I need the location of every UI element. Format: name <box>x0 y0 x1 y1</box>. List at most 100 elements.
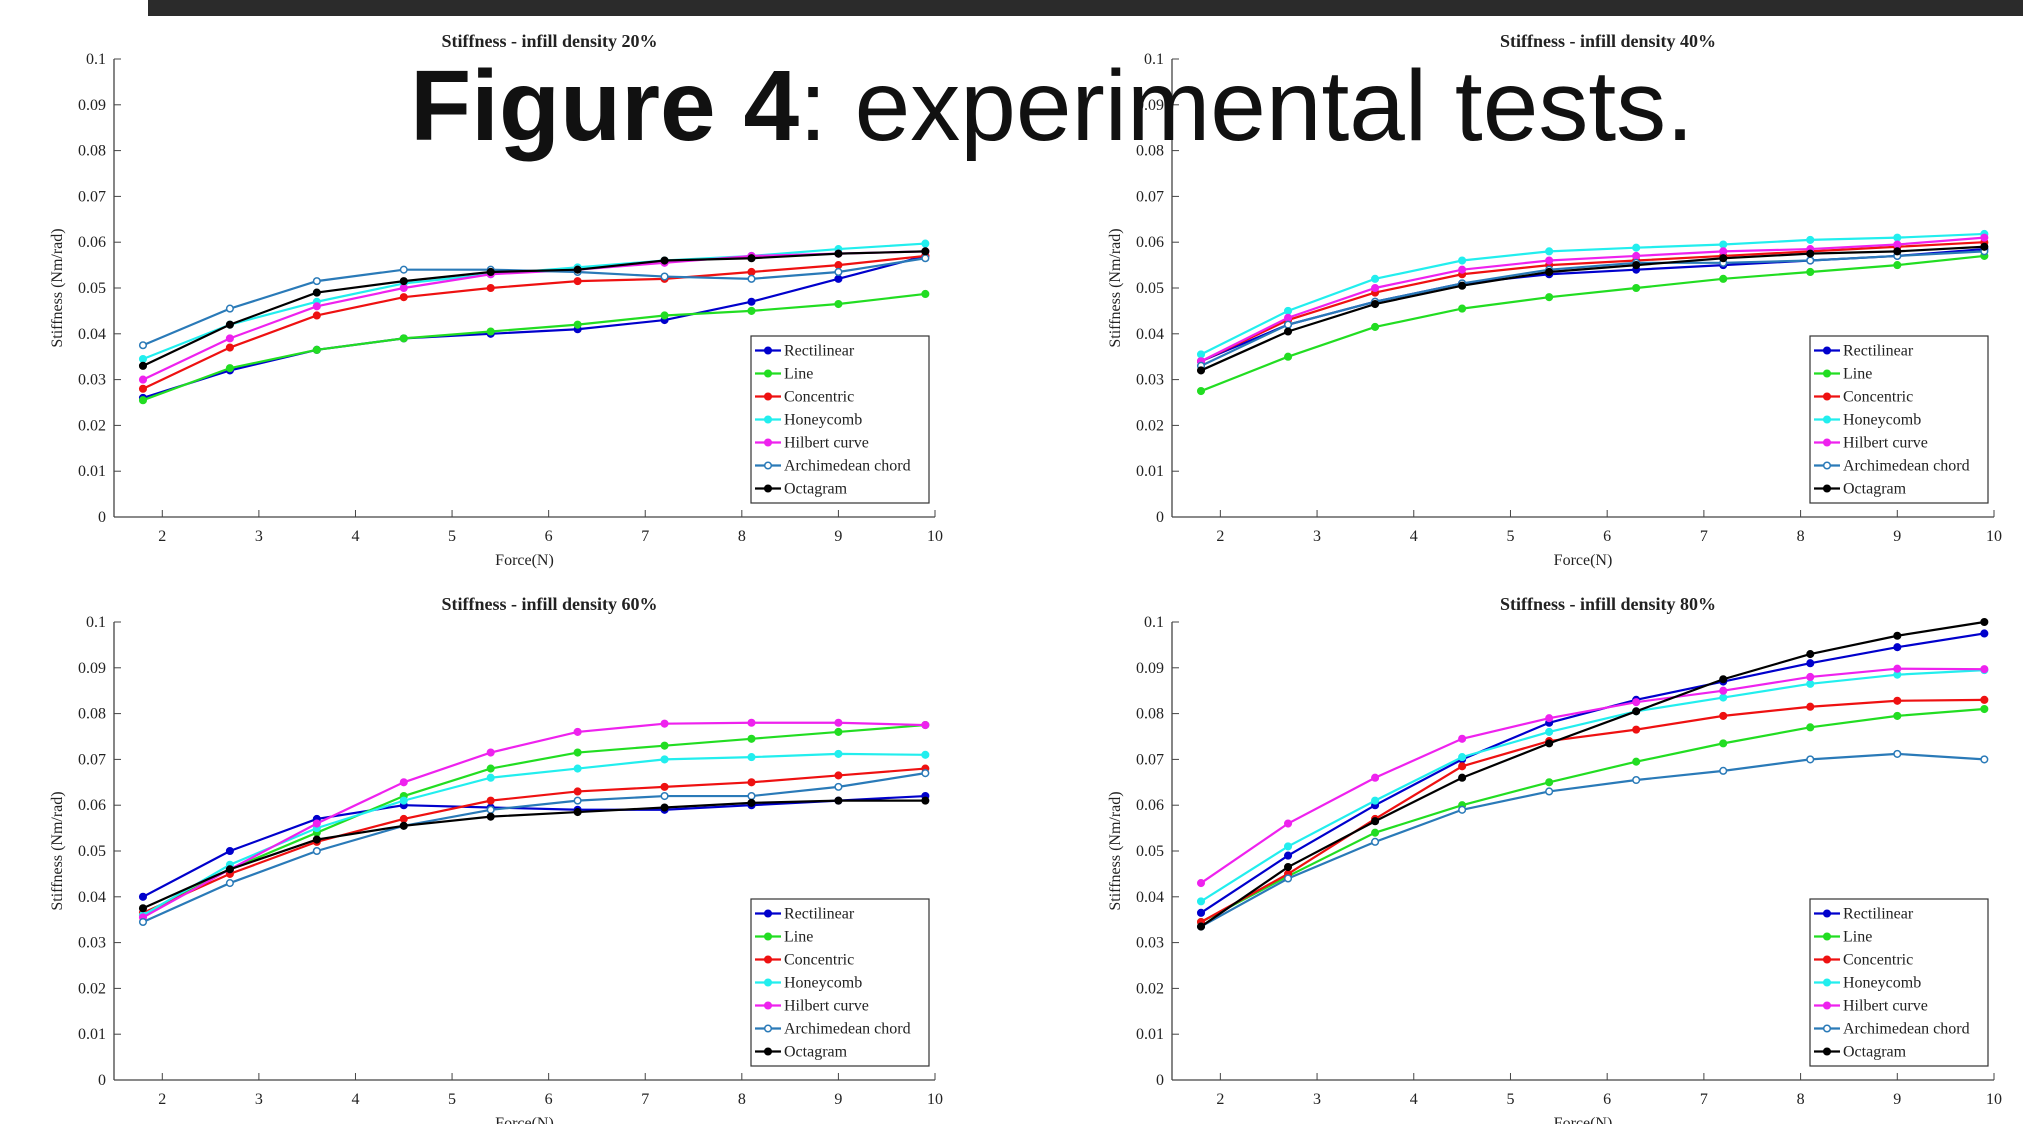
series-line <box>1200 620 1985 928</box>
legend-marker <box>763 1001 773 1010</box>
data-point <box>399 821 408 830</box>
legend-label: Line <box>784 366 813 383</box>
legend-marker <box>763 369 773 378</box>
x-tick-label: 7 <box>641 1091 649 1108</box>
data-point <box>486 812 495 821</box>
data-point <box>1719 247 1728 256</box>
legend-label: Honeycomb <box>784 975 862 992</box>
data-point <box>573 748 582 757</box>
y-tick-label: 0.02 <box>78 980 106 997</box>
y-tick-label: 0.04 <box>78 326 106 343</box>
y-tick-label: 0 <box>1156 509 1164 526</box>
series-line <box>142 799 926 910</box>
series-line <box>1200 250 1985 367</box>
y-tick-label: 0.05 <box>78 280 106 297</box>
legend-marker <box>763 1047 773 1056</box>
x-tick-label: 2 <box>1216 528 1224 545</box>
chart-panel: Stiffness - infill density 60% 0 0.01 0.02 0… <box>49 594 943 1124</box>
legend-marker <box>763 461 773 470</box>
y-tick-label: 0.09 <box>1136 97 1164 114</box>
data-point <box>1980 233 1989 242</box>
legend-label: Octagram <box>784 481 848 498</box>
data-point <box>1719 766 1728 775</box>
data-point <box>486 267 495 277</box>
data-point <box>747 791 756 801</box>
chart-title: Stiffness - infill density 80% <box>1500 594 1716 614</box>
legend-marker <box>763 346 773 355</box>
data-point <box>1196 879 1206 888</box>
x-tick-label: 4 <box>1410 528 1418 545</box>
y-tick-label: 0.06 <box>1136 797 1164 814</box>
data-point <box>660 256 669 265</box>
data-point <box>1719 693 1728 702</box>
y-tick-label: 0.03 <box>1136 935 1164 952</box>
x-tick-label: 3 <box>255 1091 263 1108</box>
y-axis-label: Stiffness (Nm/rad) <box>1107 791 1124 910</box>
data-point <box>1806 256 1815 265</box>
x-tick-label: 5 <box>448 528 456 545</box>
data-point <box>660 803 669 812</box>
series-line <box>1200 632 1985 914</box>
data-point <box>1371 828 1380 837</box>
data-point <box>1719 675 1728 684</box>
x-tick-label: 5 <box>448 1091 456 1108</box>
y-tick-label: 0.01 <box>78 1026 106 1043</box>
legend-marker <box>1822 346 1832 355</box>
data-point <box>1371 274 1380 283</box>
data-point <box>1719 274 1728 283</box>
y-tick-label: 0.03 <box>78 372 106 389</box>
y-tick-label: 0.07 <box>1136 751 1164 768</box>
legend-marker <box>763 909 773 918</box>
data-point <box>312 277 321 286</box>
legend-marker <box>1822 369 1832 378</box>
x-tick-label: 9 <box>1893 528 1901 545</box>
y-tick-label: 0 <box>98 509 106 526</box>
data-point <box>573 265 582 274</box>
x-tick-label: 9 <box>834 1091 842 1108</box>
heading-bold: Figure 4 <box>410 50 799 162</box>
data-point <box>834 718 843 727</box>
x-tick-label: 3 <box>1313 528 1321 545</box>
legend-marker <box>1822 415 1832 424</box>
series-line <box>1200 698 1985 923</box>
legend-marker <box>763 978 773 987</box>
y-tick-label: 0.08 <box>1136 706 1164 723</box>
legend-label: Hilbert curve <box>784 435 869 452</box>
y-tick-label: 0.05 <box>1136 280 1164 297</box>
data-point <box>1545 787 1554 796</box>
data-point <box>1806 235 1815 244</box>
data-point <box>399 796 408 805</box>
data-point <box>225 364 234 373</box>
data-point <box>834 727 843 736</box>
data-point <box>1893 631 1902 640</box>
data-point <box>1283 819 1293 828</box>
data-point <box>486 805 495 814</box>
data-point <box>747 267 756 277</box>
y-tick-label: 0.08 <box>78 706 106 723</box>
x-tick-label: 4 <box>351 528 359 545</box>
legend-label: Archimedean chord <box>1843 1021 1970 1038</box>
y-tick-label: 0.02 <box>1136 980 1164 997</box>
legend-label: Hilbert curve <box>784 998 869 1015</box>
x-axis-label: Force(N) <box>495 552 554 569</box>
data-point <box>486 773 495 782</box>
y-tick-label: 0.09 <box>1136 660 1164 677</box>
legend-marker <box>1822 955 1832 964</box>
data-point <box>1545 727 1554 736</box>
y-tick-label: 0.05 <box>78 843 106 860</box>
data-point <box>1283 352 1293 361</box>
data-point <box>747 798 756 807</box>
legend-label: Archimedean chord <box>1843 458 1970 475</box>
data-point <box>225 343 234 352</box>
data-point <box>834 299 843 309</box>
data-point <box>1458 773 1467 782</box>
series-line <box>142 250 926 381</box>
data-point <box>1980 695 1989 704</box>
y-tick-label: 0.09 <box>78 97 106 114</box>
data-point <box>1632 251 1641 260</box>
data-point <box>486 748 495 757</box>
data-point <box>1806 679 1815 688</box>
data-point <box>834 249 843 258</box>
x-tick-label: 10 <box>1986 528 2002 545</box>
data-point <box>138 892 148 901</box>
